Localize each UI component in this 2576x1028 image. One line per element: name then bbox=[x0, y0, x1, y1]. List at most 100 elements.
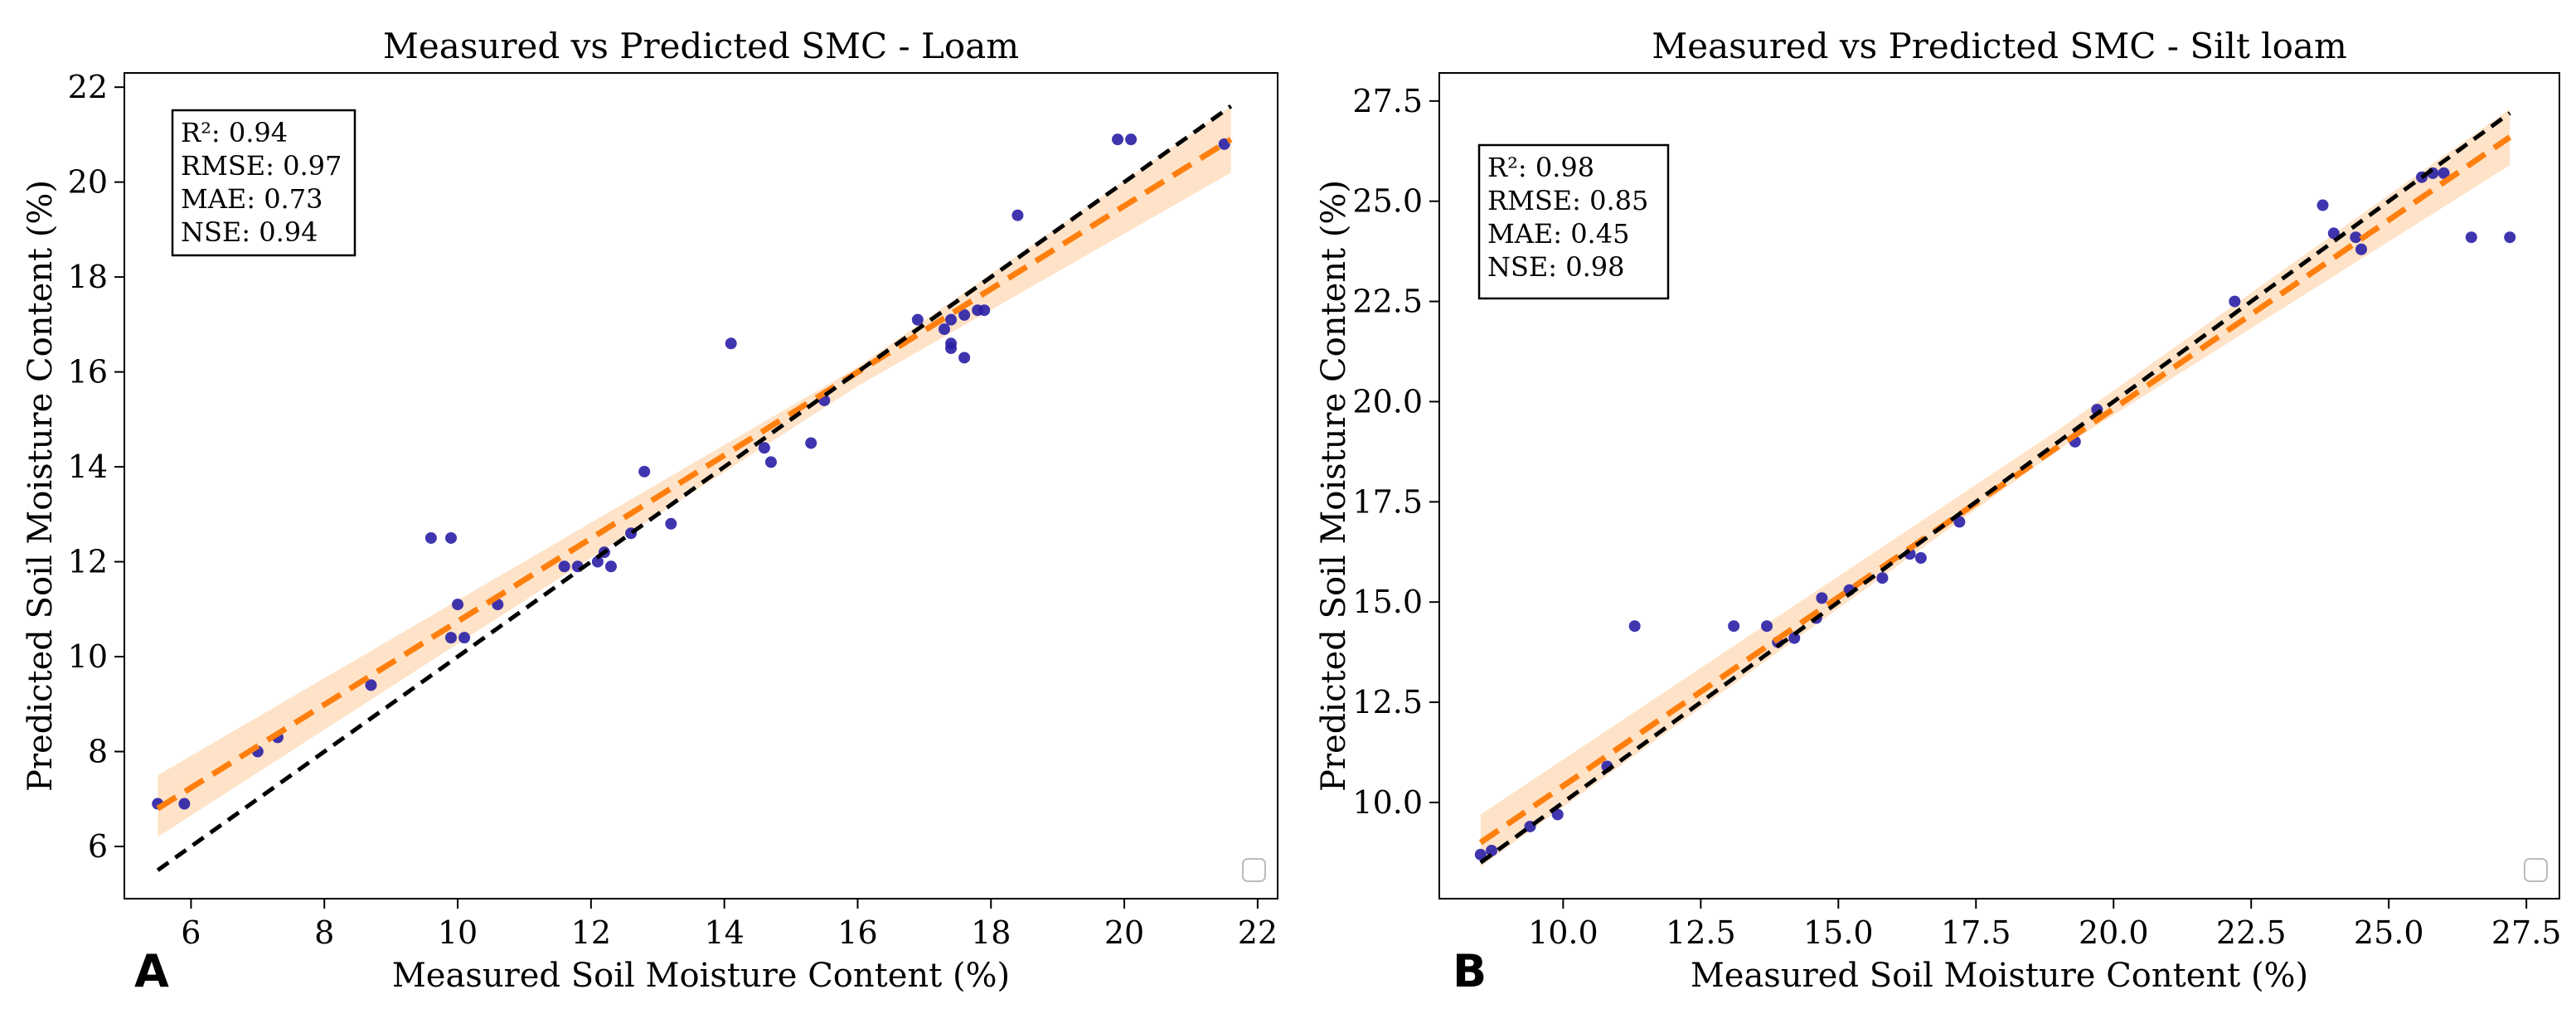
y-tick-label: 27.5 bbox=[1352, 83, 1423, 119]
x-tick-label: 27.5 bbox=[2491, 914, 2562, 951]
x-tick-label: 22 bbox=[1238, 914, 1278, 951]
metric-text: RMSE: 0.85 bbox=[1487, 185, 1648, 216]
chart-title: Measured vs Predicted SMC - Loam bbox=[383, 26, 1019, 66]
data-point bbox=[1728, 620, 1740, 633]
data-point bbox=[2350, 231, 2362, 244]
y-tick-label: 10.0 bbox=[1352, 784, 1423, 821]
x-tick-label: 8 bbox=[314, 914, 334, 951]
data-point bbox=[945, 342, 958, 354]
y-tick-label: 14 bbox=[68, 449, 108, 485]
data-point bbox=[1112, 133, 1124, 146]
x-tick-label: 10.0 bbox=[1528, 914, 1598, 951]
metrics-box-border bbox=[1477, 143, 1670, 300]
y-tick-label: 10 bbox=[68, 638, 108, 675]
data-point bbox=[945, 313, 958, 326]
data-point bbox=[958, 308, 971, 321]
data-point bbox=[1011, 209, 1024, 221]
data-point bbox=[2355, 243, 2368, 255]
y-tick-label: 12.5 bbox=[1352, 684, 1423, 720]
data-point bbox=[2504, 231, 2516, 244]
data-point bbox=[2465, 231, 2477, 244]
y-tick-label: 12 bbox=[68, 544, 108, 580]
data-point bbox=[444, 632, 457, 644]
metric-text: NSE: 0.94 bbox=[181, 216, 318, 248]
y-tick-label: 20 bbox=[68, 164, 108, 201]
loam-chart-svg: Measured vs Predicted SMC - Loam 6 8 10 12 14… bbox=[22, 26, 1278, 997]
y-tick-label: 18 bbox=[68, 259, 108, 295]
data-point bbox=[764, 456, 777, 468]
chart-title: Measured vs Predicted SMC - Silt loam bbox=[1652, 26, 2347, 66]
data-point bbox=[1551, 808, 1564, 821]
x-tick-label: 10 bbox=[438, 914, 478, 951]
data-point bbox=[424, 531, 437, 544]
data-point bbox=[1218, 138, 1230, 150]
x-tick-label: 12 bbox=[571, 914, 611, 951]
x-tick-label: 25.0 bbox=[2354, 914, 2424, 951]
x-tick-label: 20 bbox=[1104, 914, 1144, 951]
data-point bbox=[1474, 848, 1487, 861]
x-tick-label: 14 bbox=[704, 914, 744, 951]
data-point bbox=[2438, 167, 2450, 179]
data-point bbox=[604, 560, 617, 573]
data-point bbox=[1788, 632, 1801, 644]
data-point bbox=[911, 313, 924, 326]
data-point bbox=[1816, 592, 1828, 604]
panel-letter: A bbox=[134, 945, 169, 997]
data-point bbox=[638, 465, 651, 478]
x-tick-label: 15.0 bbox=[1803, 914, 1874, 951]
y-tick-label: 20.0 bbox=[1352, 383, 1423, 419]
data-point bbox=[2316, 199, 2329, 211]
data-point bbox=[758, 442, 770, 454]
loam-chart-panel: Measured vs Predicted SMC - Loam 6 8 10 12 14… bbox=[22, 26, 1278, 997]
data-point bbox=[458, 632, 471, 644]
silt-loam-chart-svg: Measured vs Predicted SMC - Silt loam 10.… bbox=[1315, 26, 2562, 997]
identity-line bbox=[1479, 111, 2511, 865]
data-point bbox=[1486, 844, 1498, 856]
y-axis-label: Predicted Soil Moisture Content (%) bbox=[22, 180, 60, 792]
data-point bbox=[1953, 516, 1966, 528]
data-point bbox=[178, 798, 191, 810]
data-point bbox=[665, 517, 677, 530]
x-tick-label: 6 bbox=[181, 914, 201, 951]
metric-text: R²: 0.94 bbox=[181, 117, 288, 148]
data-point bbox=[1761, 620, 1773, 633]
metrics-box-border bbox=[171, 109, 357, 257]
x-tick-label: 20.0 bbox=[2079, 914, 2149, 951]
y-tick-label: 22 bbox=[68, 69, 108, 105]
data-point bbox=[1125, 133, 1138, 146]
y-tick-label: 15.0 bbox=[1352, 584, 1423, 620]
panel-letter: B bbox=[1453, 945, 1487, 997]
x-axis-label: Measured Soil Moisture Content (%) bbox=[392, 957, 1010, 995]
data-point bbox=[444, 531, 457, 544]
y-axis-label: Predicted Soil Moisture Content (%) bbox=[1315, 180, 1353, 792]
data-point bbox=[558, 560, 570, 573]
metric-text: MAE: 0.73 bbox=[181, 183, 323, 215]
data-point bbox=[2229, 295, 2241, 308]
data-point bbox=[1628, 620, 1641, 633]
y-tick-label: 6 bbox=[88, 828, 108, 865]
data-point bbox=[1876, 572, 1889, 584]
data-point bbox=[938, 323, 950, 336]
identity-line bbox=[156, 104, 1233, 872]
plot-area-frame bbox=[124, 72, 1278, 900]
metric-text: MAE: 0.45 bbox=[1487, 218, 1629, 250]
data-point bbox=[978, 304, 991, 317]
y-tick-label: 17.5 bbox=[1352, 483, 1423, 520]
regression-fit-line bbox=[156, 137, 1233, 812]
x-tick-label: 17.5 bbox=[1941, 914, 2011, 951]
empty-legend-box bbox=[2524, 858, 2548, 882]
data-point bbox=[725, 337, 737, 350]
x-tick-label: 16 bbox=[837, 914, 877, 951]
data-point bbox=[805, 437, 817, 449]
data-point bbox=[958, 352, 971, 364]
metric-text: RMSE: 0.97 bbox=[181, 150, 342, 182]
x-tick-label: 12.5 bbox=[1666, 914, 1736, 951]
data-point bbox=[365, 679, 377, 691]
metric-text: NSE: 0.98 bbox=[1487, 251, 1624, 283]
y-tick-label: 16 bbox=[68, 354, 108, 390]
data-point bbox=[591, 555, 604, 568]
y-tick-label: 25.0 bbox=[1352, 183, 1423, 220]
y-tick-label: 8 bbox=[88, 734, 108, 770]
y-tick-label: 22.5 bbox=[1352, 284, 1423, 320]
